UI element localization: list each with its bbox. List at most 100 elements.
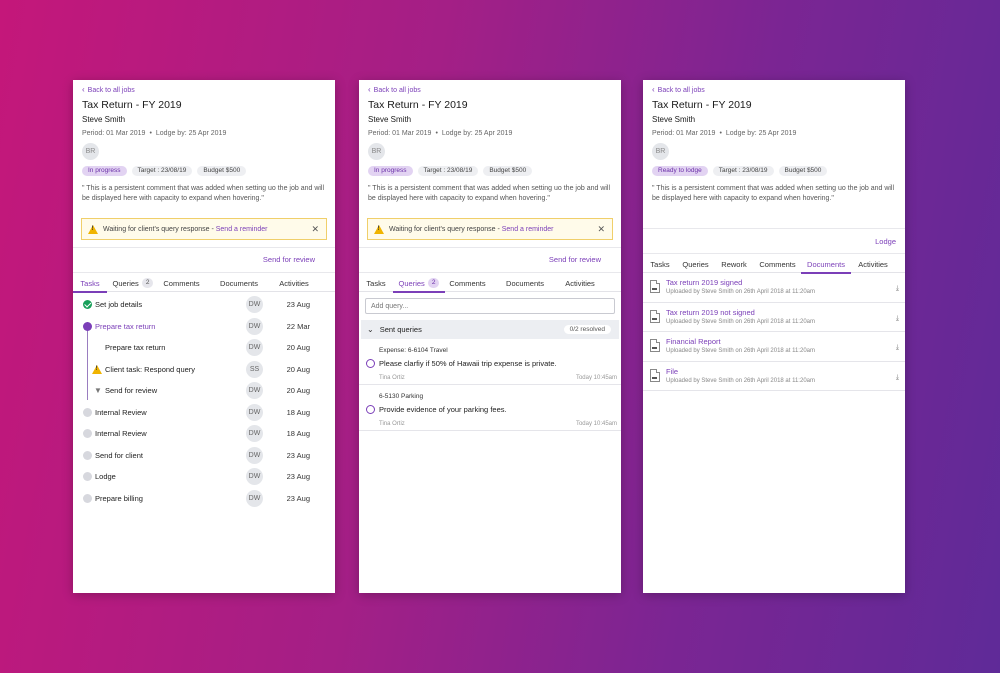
list-item[interactable]: File Uploaded by Steve Smith on 26th Apr…	[643, 362, 905, 391]
file-icon	[650, 309, 660, 323]
assignee-avatar: DW	[246, 317, 263, 335]
job-title: Tax Return - FY 2019	[652, 99, 752, 111]
tab-queries[interactable]: Queries	[682, 259, 709, 269]
client-name: Steve Smith	[82, 115, 126, 124]
list-item[interactable]: Client task: Respond query SS 20 Aug	[73, 359, 335, 381]
task-date: 22 Mar	[286, 321, 310, 331]
resolve-checkbox[interactable]	[366, 359, 375, 368]
task-date: 18 Aug	[286, 429, 310, 439]
tab-queries[interactable]: Queries 2	[107, 274, 159, 292]
list-item[interactable]: Prepare tax return DW 22 Mar	[73, 316, 335, 338]
list-item[interactable]: Prepare billing DW 23 Aug	[73, 488, 335, 510]
avatar[interactable]: BR	[368, 143, 385, 160]
chevron-left-icon: ‹	[82, 85, 85, 94]
task-name: Send for client	[95, 450, 143, 460]
list-item[interactable]: ▼ Send for review DW 20 Aug	[73, 380, 335, 402]
tab-comments[interactable]: Comments	[759, 259, 796, 269]
document-name[interactable]: Tax return 2019 not signed	[666, 307, 755, 317]
download-icon[interactable]: ⤓	[895, 373, 899, 381]
list-item[interactable]: Financial Report Uploaded by Steve Smith…	[643, 332, 905, 362]
back-link[interactable]: ‹ Back to all jobs	[652, 85, 896, 95]
send-reminder-link[interactable]: Send a reminder	[215, 225, 268, 233]
query-alert: Waiting for client's query response - Se…	[81, 218, 327, 240]
lodge-button[interactable]: Lodge	[875, 237, 896, 246]
tab-rework[interactable]: Rework	[721, 259, 747, 269]
list-item[interactable]: Lodge DW 23 Aug	[73, 466, 335, 488]
job-panel-documents: ‹ Back to all jobs Tax Return - FY 2019 …	[643, 80, 905, 593]
resolve-checkbox[interactable]	[366, 405, 375, 414]
send-for-review-button[interactable]: Send for review	[262, 255, 315, 264]
assignee-avatar: DW	[246, 446, 263, 464]
back-link[interactable]: ‹ Back to all jobs	[368, 85, 612, 95]
close-icon[interactable]: ✕	[597, 223, 605, 234]
query-time: Today 10:45am	[575, 375, 617, 381]
document-name[interactable]: Tax return 2019 signed	[666, 278, 743, 287]
list-item[interactable]: Set job details DW 23 Aug	[73, 294, 335, 316]
job-title: Tax Return - FY 2019	[82, 99, 182, 111]
divider	[73, 272, 335, 273]
tab-activities[interactable]: Activities	[858, 259, 888, 269]
tab-activities[interactable]: Activities	[279, 278, 309, 288]
list-item[interactable]: Expense: 6-6104 Travel Please clarfiy if…	[359, 339, 621, 385]
document-name[interactable]: Financial Report	[666, 337, 721, 346]
send-reminder-link[interactable]: Send a reminder	[501, 225, 554, 233]
pending-step-icon	[83, 472, 92, 482]
task-name: Prepare billing	[95, 493, 143, 503]
list-item[interactable]: Tax return 2019 not signed Uploaded by S…	[643, 303, 905, 332]
add-query-input[interactable]: Add query...	[365, 298, 615, 314]
download-icon[interactable]: ⤓	[895, 344, 899, 351]
tab-comments[interactable]: Comments	[163, 278, 200, 288]
assignee-avatar: DW	[246, 339, 263, 357]
back-link[interactable]: ‹ Back to all jobs	[82, 85, 326, 95]
task-date: 18 Aug	[286, 407, 310, 417]
divider	[643, 228, 905, 229]
download-icon[interactable]: ⤓	[895, 285, 899, 292]
assignee-avatar: DW	[246, 403, 263, 421]
job-dates: Period: 01 Mar 2019 • Lodge by: 25 Apr 2…	[368, 130, 612, 137]
target-badge: Target : 23/08/19	[131, 166, 193, 176]
task-name: Internal Review	[95, 407, 147, 417]
tab-tasks[interactable]: Tasks	[73, 274, 107, 293]
file-icon	[650, 280, 660, 293]
task-name: Lodge	[95, 472, 116, 482]
list-item[interactable]: Internal Review DW 18 Aug	[73, 402, 335, 424]
task-date: 23 Aug	[286, 450, 310, 460]
list-item[interactable]: Send for client DW 23 Aug	[73, 445, 335, 467]
warning-icon	[88, 224, 98, 234]
divider	[359, 247, 621, 248]
close-icon[interactable]: ✕	[311, 223, 319, 234]
download-icon[interactable]: ⤓	[895, 314, 899, 322]
chevron-down-icon: ⌄	[367, 325, 374, 334]
tab-tasks[interactable]: Tasks	[366, 278, 386, 288]
avatar[interactable]: BR	[82, 143, 99, 160]
tab-documents[interactable]: Documents	[801, 255, 851, 274]
tab-comments[interactable]: Comments	[449, 278, 486, 288]
list-item[interactable]: Tax return 2019 signed Uploaded by Steve…	[643, 273, 905, 303]
query-alert: Waiting for client's query response - Se…	[367, 218, 613, 240]
tab-documents[interactable]: Documents	[220, 278, 258, 288]
task-list: Set job details DW 23 Aug Prepare tax re…	[73, 294, 335, 509]
send-for-review-button[interactable]: Send for review	[548, 255, 601, 264]
target-badge: Target : 23/08/19	[712, 166, 774, 176]
arrow-down-icon: ▼	[94, 386, 102, 396]
tab-documents[interactable]: Documents	[506, 278, 544, 288]
list-item[interactable]: Internal Review DW 18 Aug	[73, 423, 335, 445]
assignee-avatar: DW	[246, 425, 263, 443]
divider	[359, 272, 621, 273]
list-item[interactable]: Prepare tax return DW 20 Aug	[73, 337, 335, 359]
lodge-by-text: Lodge by: 25 Apr 2019	[725, 130, 797, 137]
list-item[interactable]: 6-5130 Parking Provide evidence of your …	[359, 385, 621, 431]
avatar[interactable]: BR	[652, 143, 669, 160]
document-name[interactable]: File	[666, 366, 679, 376]
job-title: Tax Return - FY 2019	[368, 99, 468, 111]
warning-icon	[92, 364, 102, 374]
status-badge: Ready to lodge	[652, 166, 708, 176]
back-label: Back to all jobs	[87, 86, 135, 94]
tab-queries[interactable]: Queries 2	[393, 274, 445, 293]
sent-queries-header[interactable]: ⌄ Sent queries 0/2 resolved	[361, 320, 619, 339]
tab-activities[interactable]: Activities	[565, 278, 595, 288]
tab-tasks[interactable]: Tasks	[650, 259, 670, 269]
progress-line	[87, 322, 88, 400]
pending-step-icon	[83, 429, 92, 439]
job-dates: Period: 01 Mar 2019 • Lodge by: 25 Apr 2…	[652, 130, 896, 137]
